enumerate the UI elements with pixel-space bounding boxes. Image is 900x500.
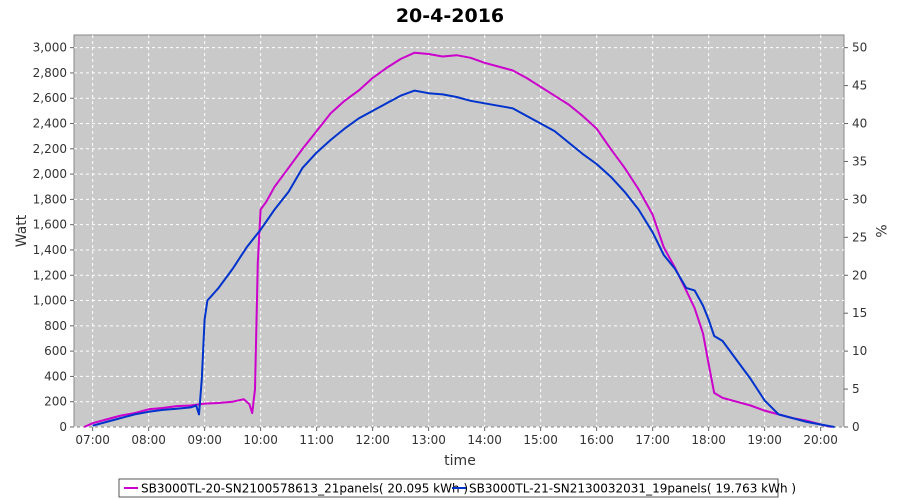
y-tick-label: 2,400	[33, 117, 67, 131]
y2-tick-label: 45	[852, 79, 867, 93]
x-tick-label: 16:00	[579, 433, 614, 447]
x-tick-label: 09:00	[187, 433, 222, 447]
y2-tick-label: 30	[852, 192, 867, 206]
gridlines	[74, 35, 844, 428]
x-tick-label: 19:00	[747, 433, 782, 447]
x-axis: 07:00 08:00 09:00 10:00 11:00 12:00 13:00 14:00…	[75, 427, 838, 447]
y-axis-title: Watt	[14, 214, 30, 247]
x-tick-label: 10:00	[243, 433, 278, 447]
x-tick-label: 15:00	[523, 433, 558, 447]
x-tick-label: 17:00	[635, 433, 670, 447]
plot-area	[73, 34, 845, 428]
y2-tick-label: 40	[852, 117, 867, 131]
x-tick-label: 13:00	[411, 433, 446, 447]
y-tick-label: 2,200	[33, 142, 67, 156]
y-axis-right: 0 5 10 15 20 25 30 35 40 45 50	[844, 41, 867, 434]
y-tick-label: 200	[44, 395, 67, 409]
x-tick-label: 11:00	[299, 433, 334, 447]
y-tick-label: 3,000	[33, 41, 67, 55]
y-tick-label: 1,400	[33, 243, 67, 257]
y-tick-label: 1,600	[33, 218, 67, 232]
series-layer	[83, 51, 835, 428]
x-tick-label: 08:00	[131, 433, 166, 447]
y2-tick-label: 10	[852, 344, 867, 358]
legend: SB3000TL-20-SN2100578613_21panels( 20.09…	[118, 478, 796, 498]
y-axis-left: 0 200 400 600 800 1,000 1,200 1,400 1,600 1,800 2,…	[33, 41, 74, 434]
x-tick-label: 18:00	[691, 433, 726, 447]
y-tick-label: 1,000	[33, 294, 67, 308]
legend-box	[118, 478, 779, 498]
y-tick-label: 1,200	[33, 268, 67, 282]
x-axis-title: time	[444, 453, 476, 469]
y2-axis-title: %	[872, 224, 888, 237]
y2-tick-label: 35	[852, 154, 867, 168]
y-tick-label: 600	[44, 344, 67, 358]
y2-tick-label: 0	[852, 420, 860, 434]
y2-tick-label: 25	[852, 230, 867, 244]
y-tick-label: 800	[44, 319, 67, 333]
y-tick-label: 2,000	[33, 167, 67, 181]
legend-label-series-1: SB3000TL-20-SN2100578613_21panels( 20.09…	[141, 482, 468, 496]
y2-tick-label: 15	[852, 306, 867, 320]
x-tick-label: 07:00	[75, 433, 110, 447]
y-tick-label: 2,600	[33, 91, 67, 105]
series-line-1	[83, 51, 833, 428]
legend-label-series-2: SB3000TL-21-SN2130032031_19panels( 19.76…	[469, 482, 796, 496]
x-tick-label: 20:00	[803, 433, 838, 447]
x-tick-label: 14:00	[467, 433, 502, 447]
series-line-2	[92, 89, 835, 428]
chart-title: 20-4-2016	[396, 5, 504, 27]
y-tick-label: 1,800	[33, 192, 67, 206]
y2-tick-label: 5	[852, 382, 860, 396]
y2-tick-label: 50	[852, 41, 867, 55]
y-tick-label: 400	[44, 369, 67, 383]
x-tick-label: 12:00	[355, 433, 390, 447]
y-tick-label: 2,800	[33, 66, 67, 80]
y-tick-label: 0	[59, 420, 67, 434]
y2-tick-label: 20	[852, 268, 867, 282]
